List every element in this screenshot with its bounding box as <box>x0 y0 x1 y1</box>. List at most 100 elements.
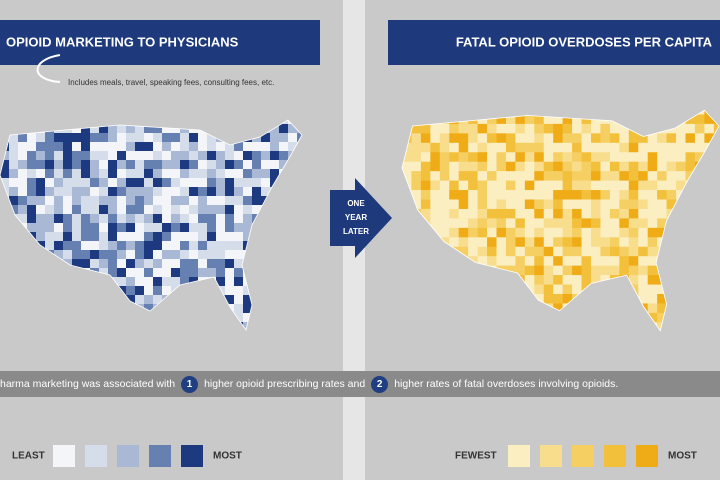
county-cell <box>468 110 478 115</box>
county-cell <box>234 142 244 152</box>
county-cell <box>198 196 208 206</box>
county-cell <box>591 199 601 210</box>
county-cell <box>135 232 145 242</box>
county-cell <box>562 123 573 134</box>
county-cell <box>0 295 10 305</box>
county-cell <box>99 187 109 197</box>
county-cell <box>638 199 649 210</box>
county-cell <box>270 160 280 170</box>
county-cell <box>704 218 715 229</box>
county-cell <box>458 275 469 285</box>
county-cell <box>72 322 82 330</box>
county-cell <box>591 303 601 314</box>
county-cell <box>713 275 720 285</box>
county-cell <box>487 208 497 219</box>
county-cell <box>18 304 28 314</box>
county-cell <box>279 313 289 323</box>
county-cell <box>694 256 705 266</box>
county-cell <box>126 259 136 269</box>
county-cell <box>515 161 526 172</box>
county-cell <box>685 256 696 266</box>
county-cell <box>180 232 190 242</box>
county-cell <box>562 218 573 229</box>
county-cell <box>216 223 226 233</box>
legend-swatch <box>85 445 107 467</box>
county-cell <box>496 294 507 304</box>
county-cell <box>619 312 630 323</box>
county-cell <box>704 180 715 191</box>
county-cell <box>144 295 154 305</box>
county-cell <box>54 214 64 224</box>
county-cell <box>189 241 199 251</box>
county-cell <box>666 218 677 229</box>
county-cell <box>515 284 526 295</box>
county-cell <box>666 227 677 238</box>
county-cell <box>9 120 19 125</box>
county-cell <box>619 218 630 229</box>
county-cell <box>704 227 715 238</box>
county-cell <box>108 124 118 134</box>
county-cell <box>430 152 441 163</box>
county-cell <box>207 268 217 278</box>
county-cell <box>676 218 686 229</box>
county-cell <box>468 123 478 134</box>
county-cell <box>279 187 289 197</box>
county-cell <box>36 322 46 330</box>
county-cell <box>694 275 705 285</box>
county-cell <box>562 237 573 248</box>
county-cell <box>562 322 573 331</box>
county-cell <box>704 256 715 266</box>
county-cell <box>189 196 199 206</box>
county-cell <box>468 180 478 191</box>
county-cell <box>420 171 431 181</box>
county-cell <box>189 142 199 152</box>
county-cell <box>162 124 172 134</box>
county-cell <box>261 277 271 287</box>
county-cell <box>609 246 620 257</box>
county-cell <box>553 199 563 210</box>
county-cell <box>600 322 611 331</box>
county-cell <box>638 322 649 331</box>
county-cell <box>54 120 64 125</box>
county-cell <box>117 196 127 206</box>
county-cell <box>430 312 441 323</box>
county-cell <box>647 190 658 200</box>
county-cell <box>487 114 497 125</box>
county-cell <box>18 205 28 215</box>
county-cell <box>666 275 677 285</box>
county-cell <box>234 169 244 179</box>
county-cell <box>297 250 302 260</box>
county-cell <box>297 268 302 278</box>
county-cell <box>638 237 649 248</box>
county-cell <box>18 322 28 330</box>
county-cell <box>63 187 73 197</box>
county-cell <box>487 237 497 248</box>
county-cell <box>524 312 535 323</box>
county-cell <box>468 246 478 257</box>
county-cell <box>207 169 217 179</box>
county-cell <box>279 322 289 330</box>
county-cell <box>619 265 630 276</box>
county-cell <box>279 286 289 296</box>
county-cell <box>477 208 488 219</box>
county-cell <box>609 303 620 314</box>
banner-text: higher opioid prescribing rates and <box>204 378 366 390</box>
county-cell <box>207 187 217 197</box>
county-cell <box>468 265 478 276</box>
county-cell <box>18 196 28 206</box>
county-cell <box>198 133 208 143</box>
county-cell <box>189 304 199 314</box>
county-cell <box>189 223 199 233</box>
county-cell <box>609 199 620 210</box>
county-cell <box>666 110 677 115</box>
county-cell <box>279 304 289 314</box>
county-cell <box>543 284 554 295</box>
county-cell <box>162 142 172 152</box>
county-cell <box>252 304 262 314</box>
county-cell <box>572 199 582 210</box>
county-cell <box>562 190 573 200</box>
county-cell <box>171 133 181 143</box>
county-cell <box>72 178 82 188</box>
county-cell <box>524 218 535 229</box>
county-cell <box>144 120 154 125</box>
